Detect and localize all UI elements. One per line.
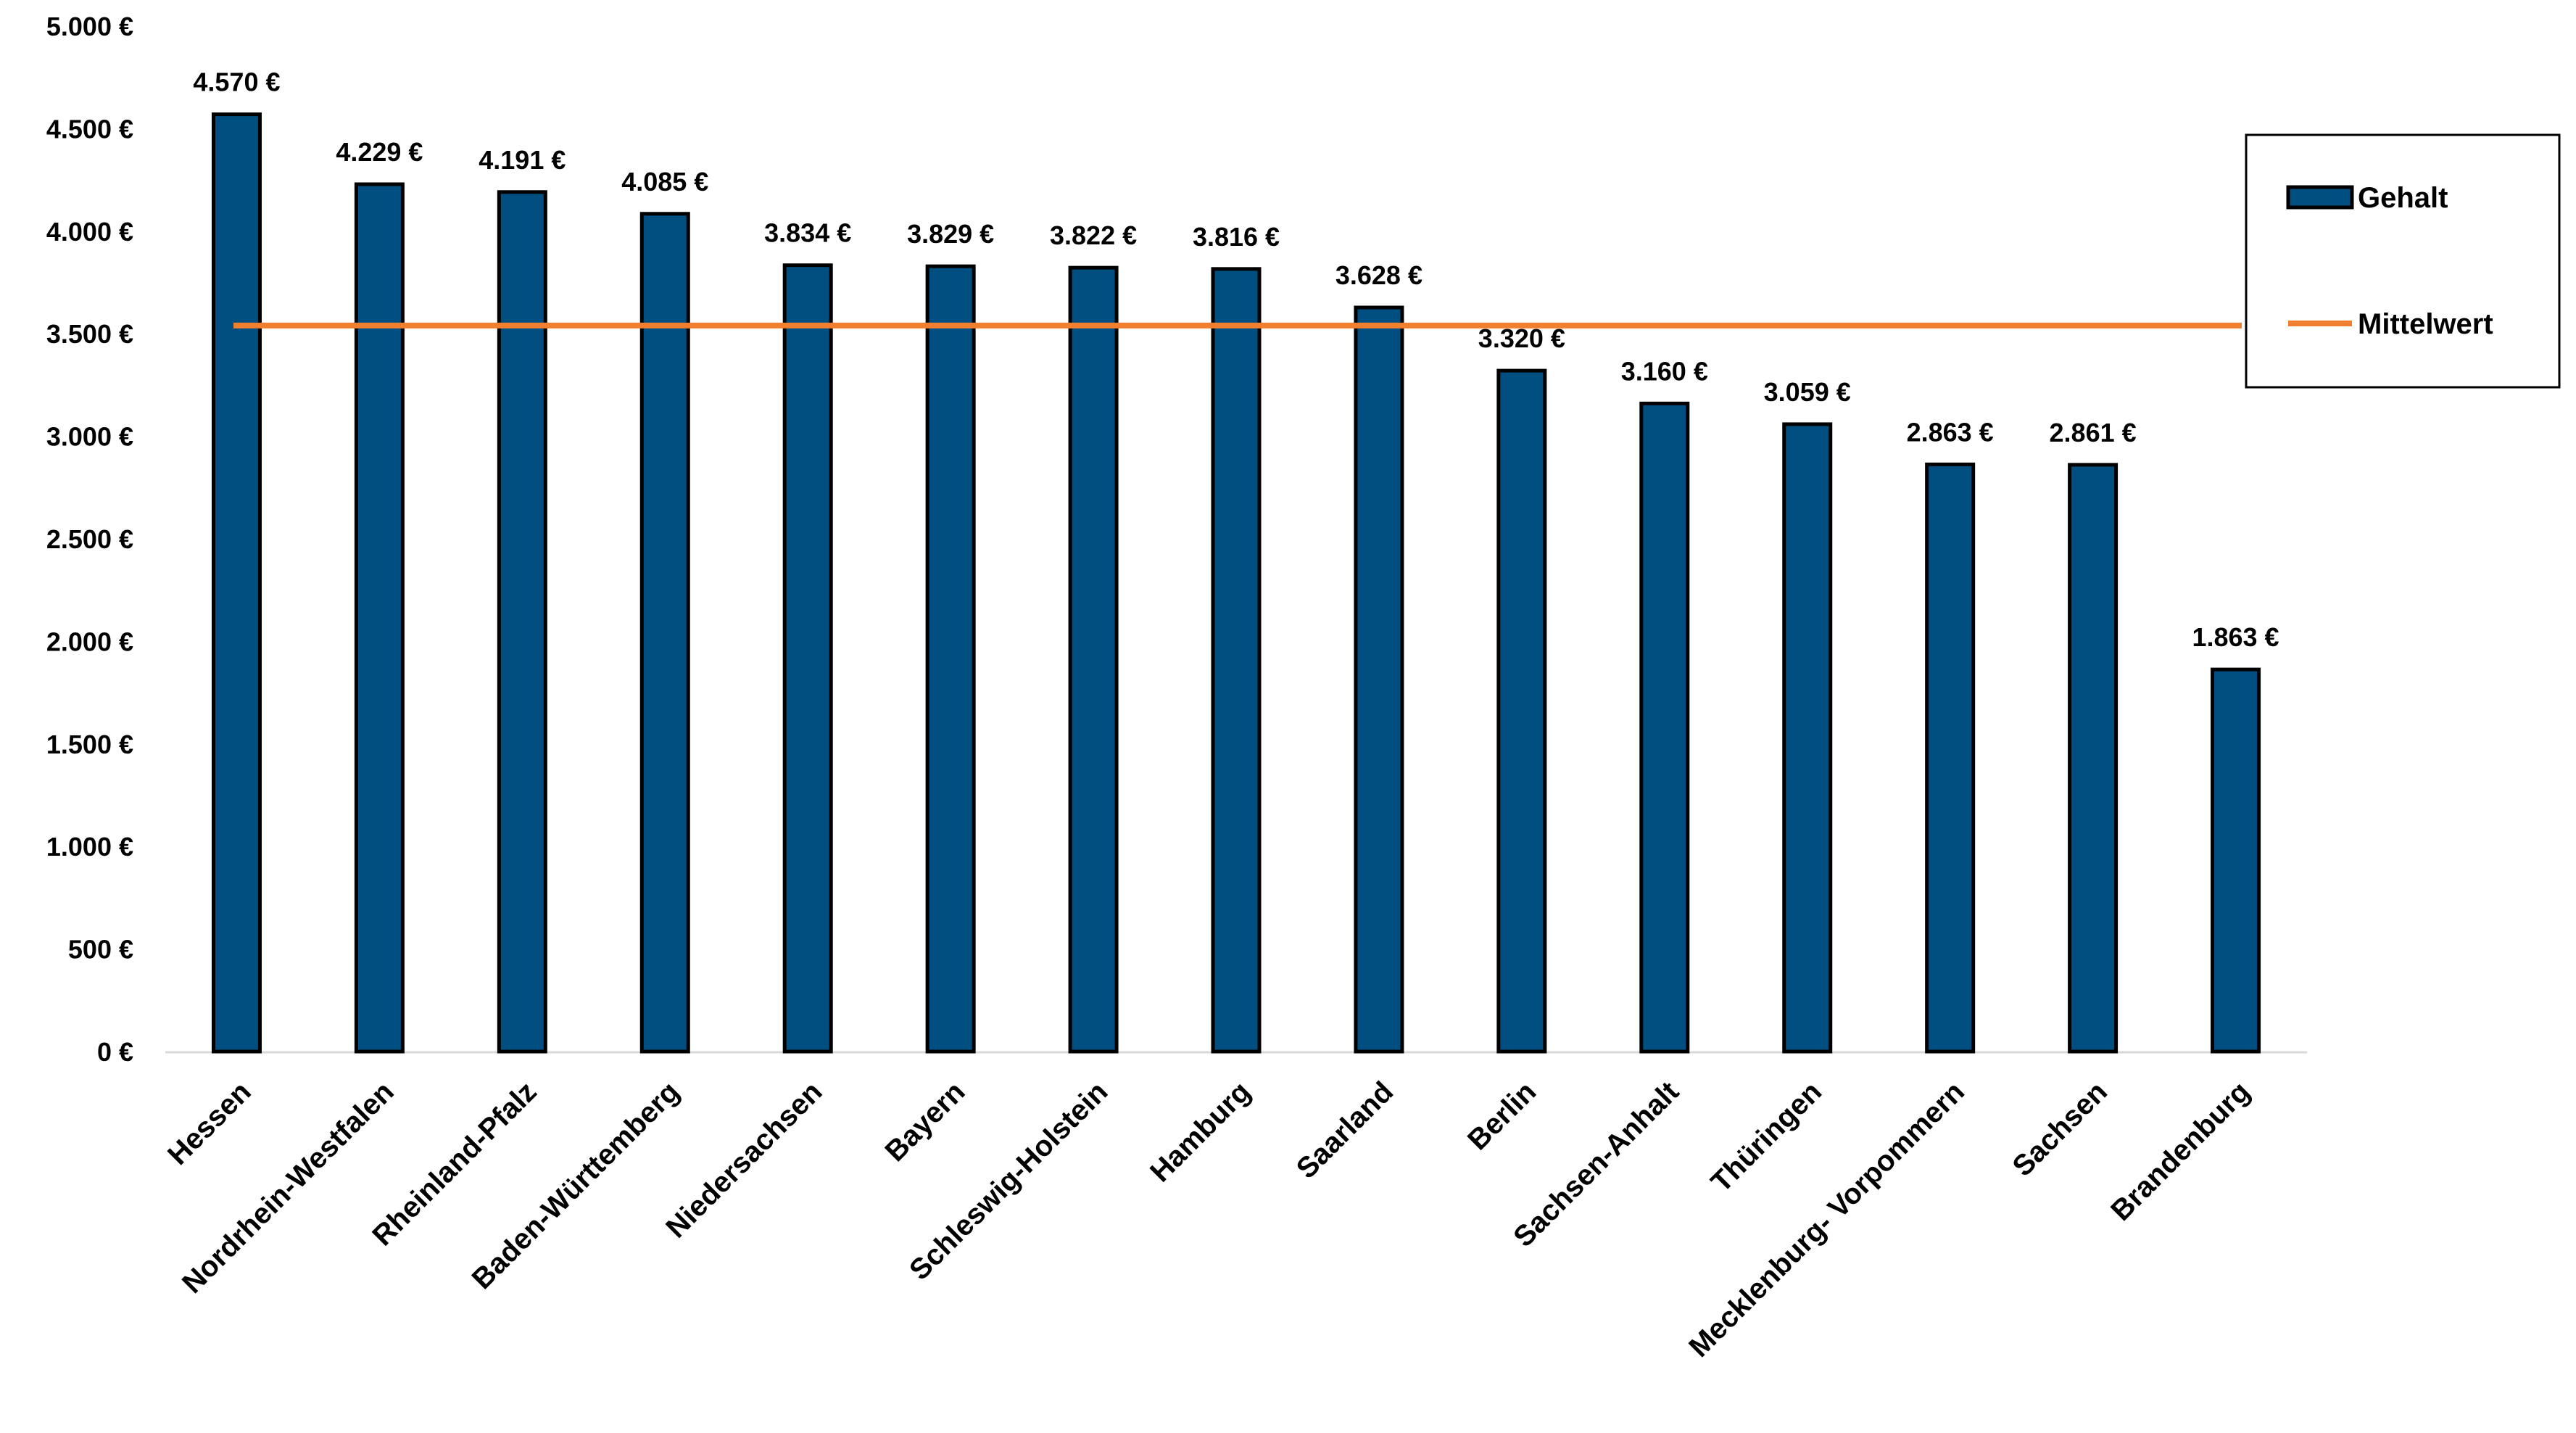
y-tick-label: 1.000 € xyxy=(46,832,133,862)
y-axis: 0 € 500 € 1.000 € 1.500 € 2.000 € 2.500 € 3.00… xyxy=(46,12,133,1067)
bar-value-label: 4.085 € xyxy=(621,167,708,197)
bar-value-label: 3.628 € xyxy=(1335,260,1422,290)
x-tick-label: Saarland xyxy=(1291,1075,1400,1185)
y-tick-label: 5.000 € xyxy=(46,12,133,41)
bar xyxy=(211,112,262,1054)
bar xyxy=(925,264,976,1054)
data-labels: 4.570 € 4.229 € 4.191 € 4.085 € 3.834 € 3.829… xyxy=(193,67,2279,653)
bar xyxy=(1496,368,1547,1054)
bar xyxy=(782,263,833,1054)
bar xyxy=(497,190,547,1054)
y-tick-label: 4.500 € xyxy=(46,114,133,144)
x-tick-label: Hamburg xyxy=(1144,1075,1256,1188)
bar xyxy=(1211,267,1262,1054)
bar xyxy=(2068,463,2119,1054)
x-tick-label: Mecklenburg- Vorpommern xyxy=(1683,1075,1971,1363)
x-tick-label: Berlin xyxy=(1462,1075,1542,1156)
y-tick-label: 3.000 € xyxy=(46,422,133,452)
bar-value-label: 2.861 € xyxy=(2050,418,2137,447)
x-tick-label: Hessen xyxy=(162,1075,257,1171)
bar-value-label: 3.059 € xyxy=(1764,377,1851,407)
x-axis: HessenNordrhein-WestfalenRheinland-Pfalz… xyxy=(162,1075,2256,1363)
legend-label-mittelwert: Mittelwert xyxy=(2358,308,2493,340)
bar-value-label: 3.816 € xyxy=(1193,222,1280,252)
bar xyxy=(2211,667,2261,1054)
x-tick-label: Brandenburg xyxy=(2105,1075,2256,1227)
x-tick-label: Sachsen xyxy=(2007,1075,2113,1182)
bar xyxy=(354,182,405,1054)
bar xyxy=(1925,462,1976,1054)
bar-value-label: 1.863 € xyxy=(2192,622,2279,652)
x-tick-label: Thüringen xyxy=(1705,1075,1828,1198)
bar-value-label: 2.863 € xyxy=(1907,417,1994,447)
legend: Gehalt Mittelwert xyxy=(2245,133,2561,389)
x-tick-label: Bayern xyxy=(879,1075,971,1168)
y-tick-label: 2.500 € xyxy=(46,524,133,554)
bar-value-label: 4.229 € xyxy=(336,137,423,167)
y-tick-label: 2.000 € xyxy=(46,627,133,656)
bar-value-label: 4.570 € xyxy=(193,67,280,97)
legend-box xyxy=(2245,133,2561,389)
bar-value-label: 3.160 € xyxy=(1621,356,1708,386)
legend-swatch-gehalt xyxy=(2286,185,2354,210)
bar xyxy=(1068,265,1119,1054)
bar xyxy=(1354,305,1404,1054)
x-tick-label: Niedersachsen xyxy=(660,1075,828,1244)
legend-label-gehalt: Gehalt xyxy=(2358,182,2448,214)
bar xyxy=(1782,422,1833,1054)
y-tick-label: 0 € xyxy=(97,1037,133,1067)
bar xyxy=(1639,401,1690,1054)
y-tick-label: 4.000 € xyxy=(46,217,133,247)
y-tick-label: 3.500 € xyxy=(46,319,133,349)
bar-value-label: 3.834 € xyxy=(764,218,851,248)
bar xyxy=(639,212,690,1054)
bar-value-label: 3.320 € xyxy=(1478,323,1565,353)
y-tick-label: 1.500 € xyxy=(46,730,133,759)
bar-value-label: 3.829 € xyxy=(907,219,994,249)
bar-value-label: 3.822 € xyxy=(1050,220,1137,250)
bar-series-gehalt xyxy=(211,112,2261,1054)
bar-value-label: 4.191 € xyxy=(479,145,566,175)
y-tick-label: 500 € xyxy=(68,935,133,965)
